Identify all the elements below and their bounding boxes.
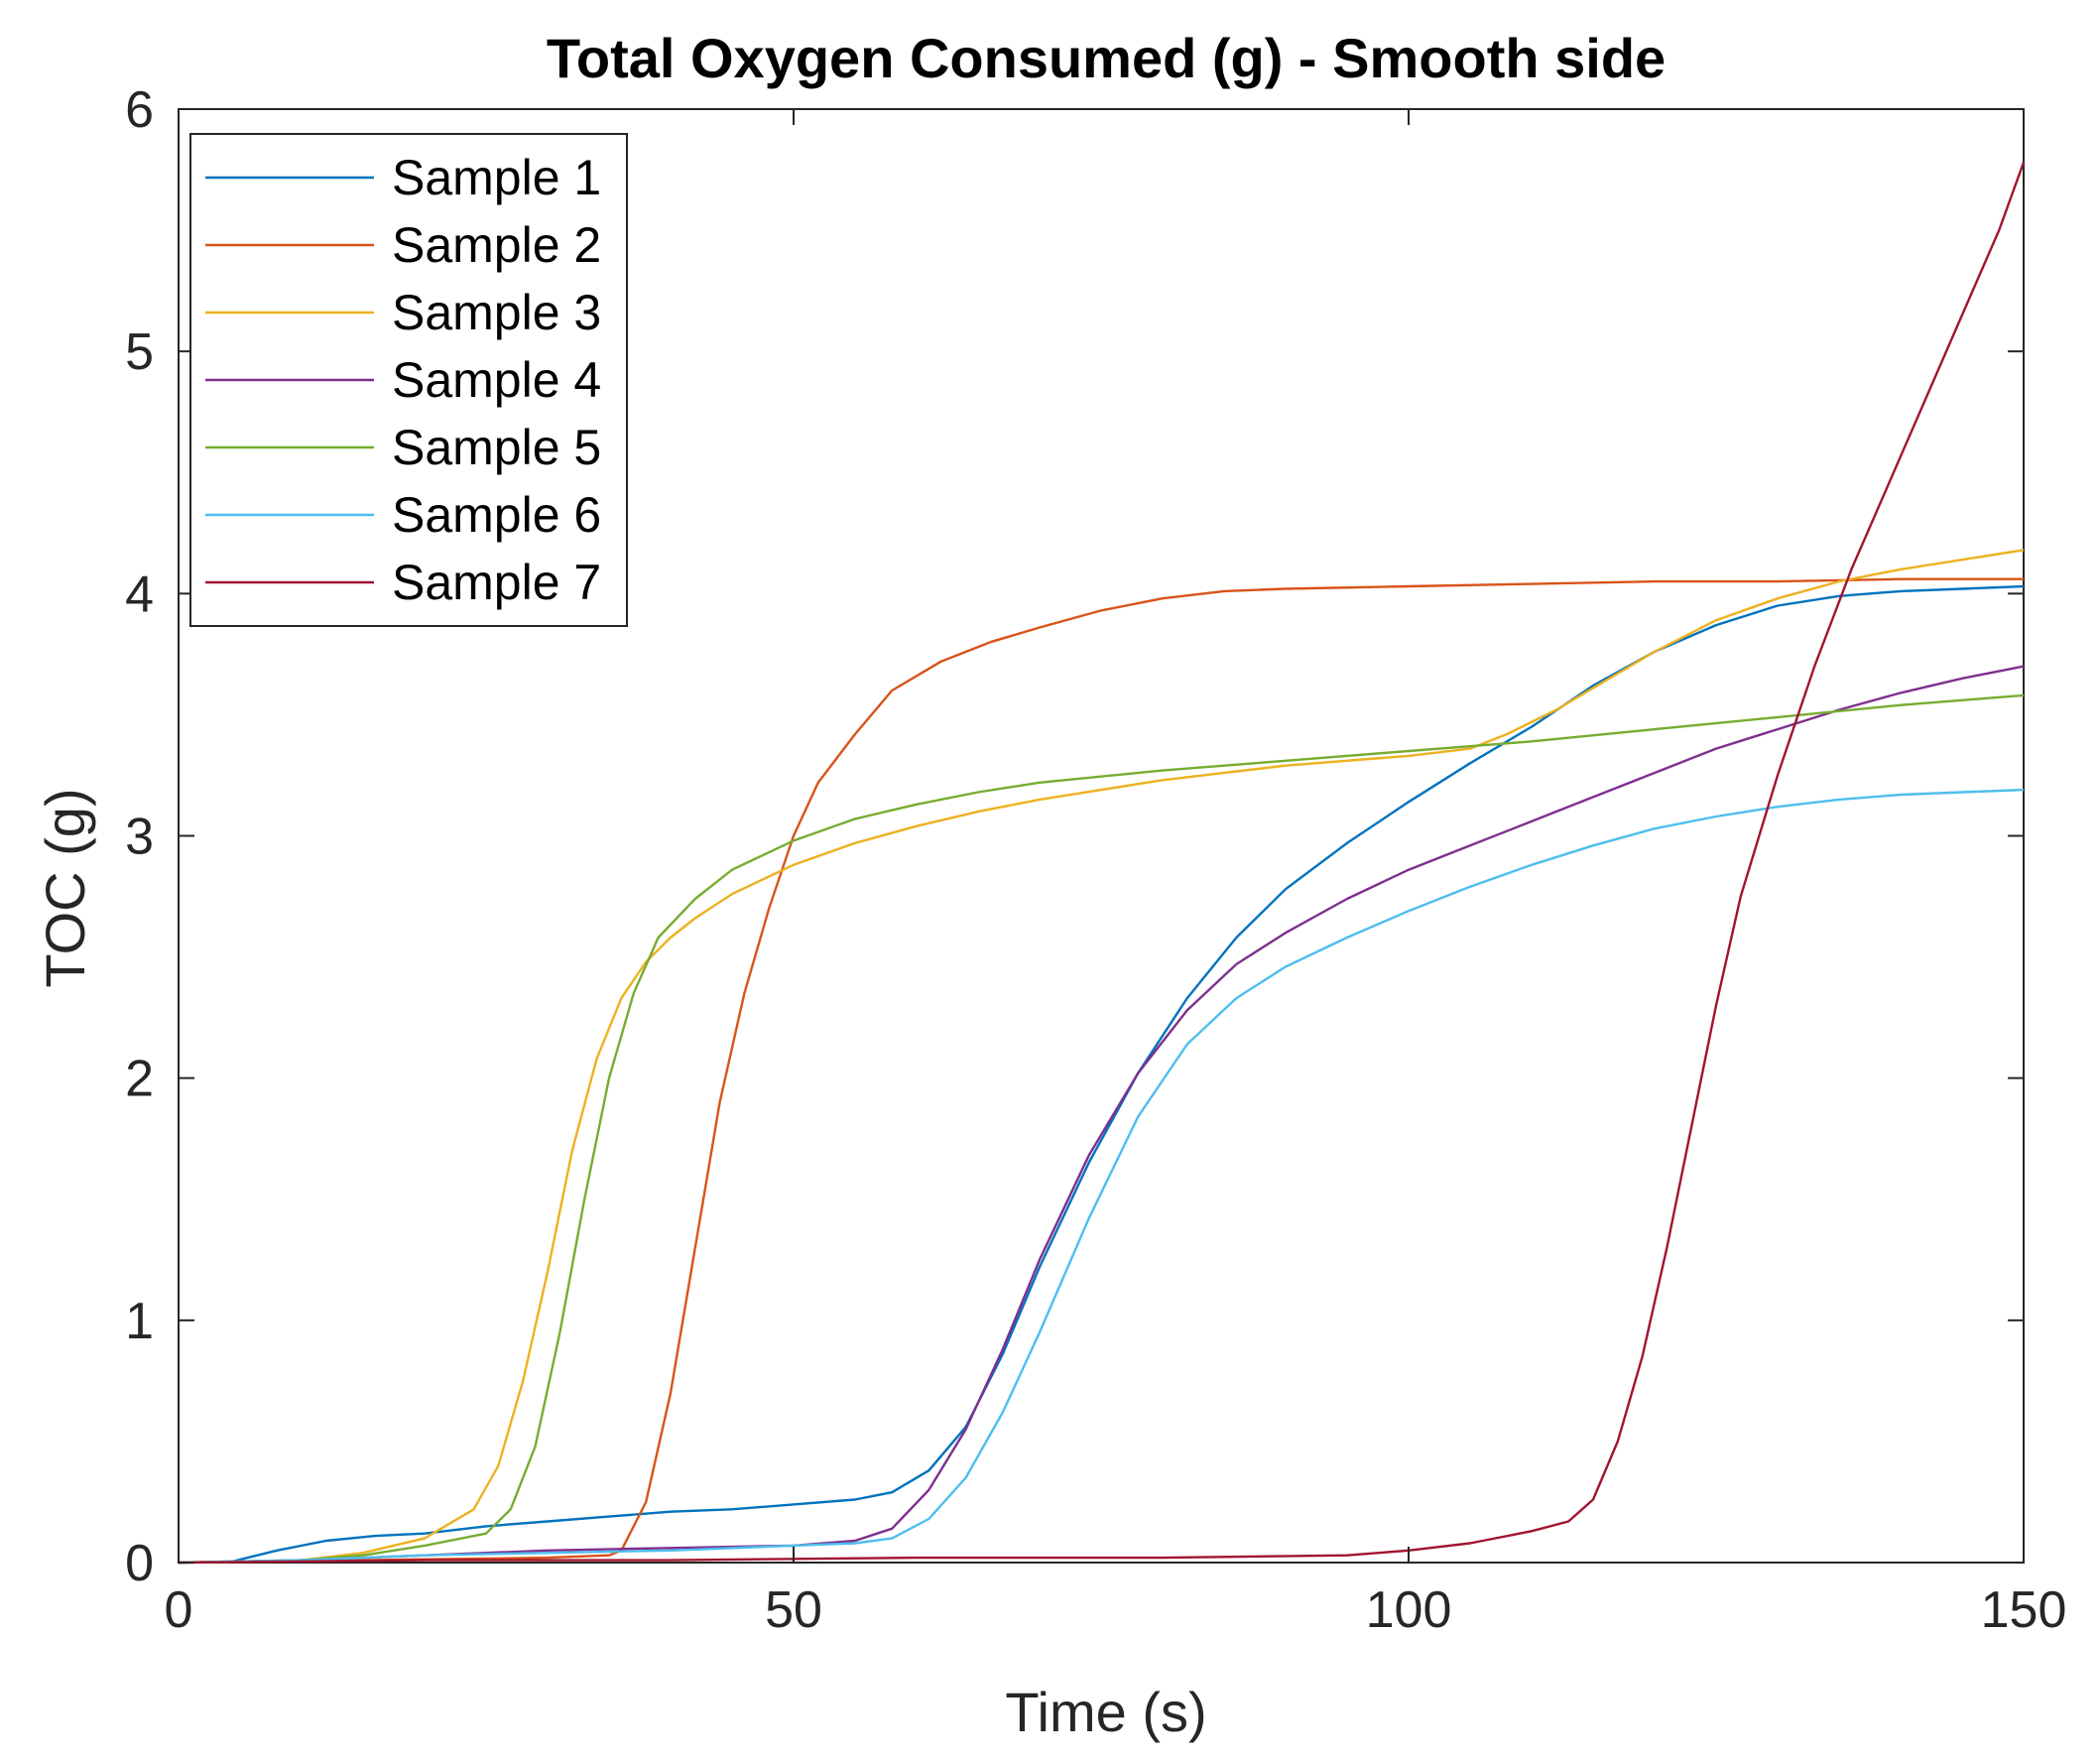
y-axis-label: TOC (g) [34,788,96,987]
y-tick-label: 5 [125,323,154,381]
y-tick-label: 4 [125,565,154,623]
series-line-sample-3 [178,549,2025,1565]
x-tick-label: 0 [165,1581,193,1639]
ticks-group: 0 50 100 150 0 1 2 3 4 5 6 [125,81,2066,1639]
series-line-sample-6 [178,788,2025,1565]
y-tick-label: 3 [125,809,154,866]
series-line-sample-5 [178,693,2025,1565]
y-tick-label: 1 [125,1293,154,1350]
series-group [178,162,2026,1565]
y-tick-label: 2 [125,1051,154,1108]
legend-label-sample-7: Sample 7 [392,555,601,610]
series-line-sample-7 [178,162,2026,1565]
legend-label-sample-3: Sample 3 [392,285,601,340]
series-line-sample-1 [227,584,2025,1565]
legend-label-sample-5: Sample 5 [392,420,601,475]
series-line-sample-2 [178,577,2024,1565]
x-tick-label: 50 [765,1581,822,1639]
x-tick-label: 150 [1981,1581,2067,1639]
y-tick-label: 6 [125,81,154,139]
x-axis-label: Time (s) [1005,1681,1206,1743]
y-tick-label: 0 [125,1535,154,1592]
legend-label-sample-4: Sample 4 [392,352,601,408]
legend: Sample 1 Sample 2 Sample 3 Sample 4 Sample 5… [189,133,628,627]
legend-label-sample-2: Sample 2 [392,217,601,273]
legend-label-sample-6: Sample 6 [392,487,601,543]
chart-title: Total Oxygen Consumed (g) - Smooth side [547,27,1666,89]
x-tick-label: 100 [1366,1581,1452,1639]
legend-label-sample-1: Sample 1 [392,150,601,205]
